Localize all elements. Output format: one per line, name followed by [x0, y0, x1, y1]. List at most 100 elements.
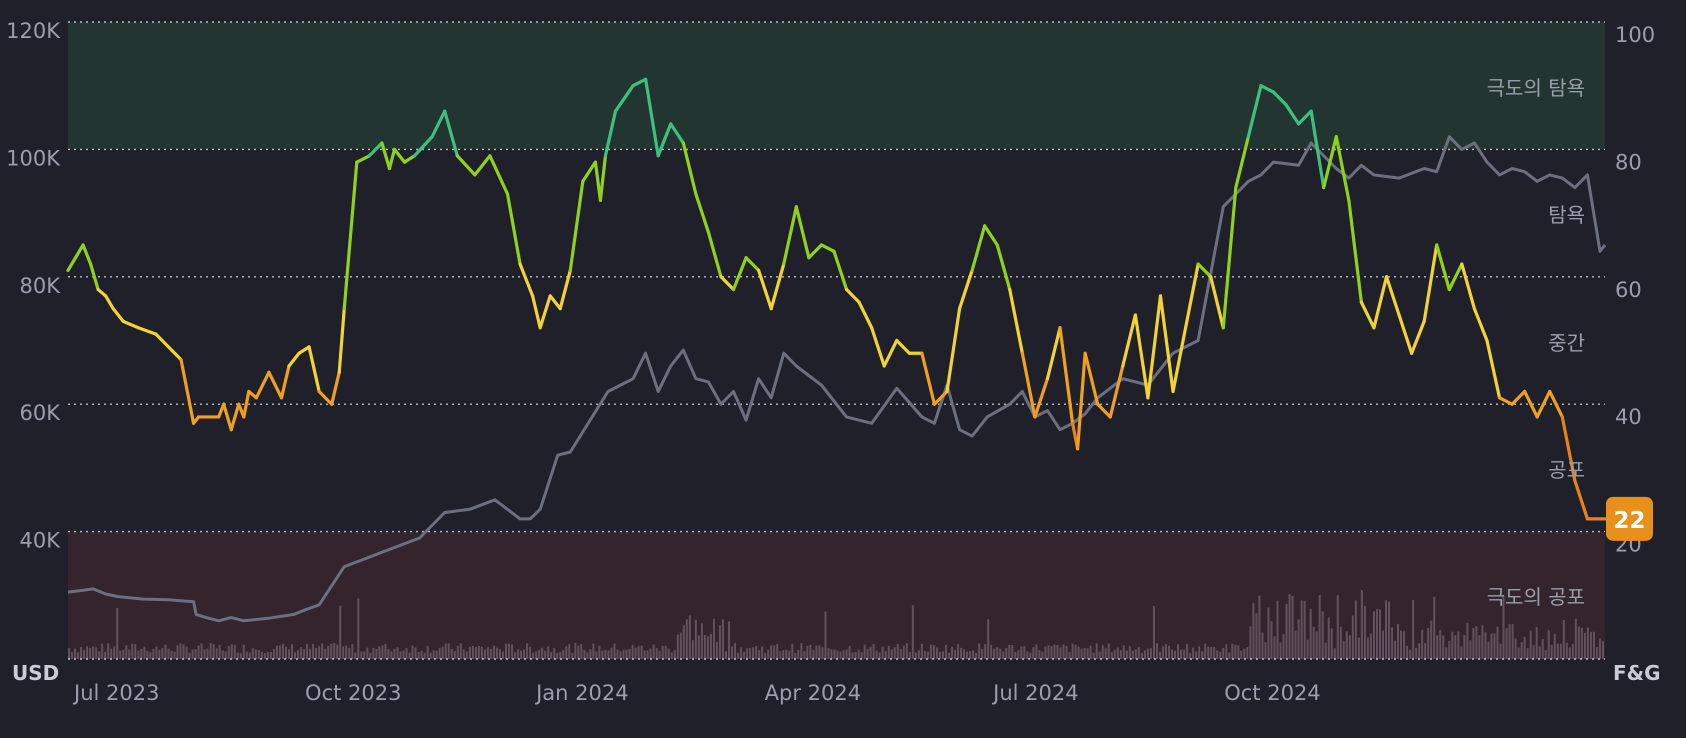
fg-line-segment [1410, 319, 1426, 355]
fg-line-segment [1560, 415, 1577, 483]
fg-line-segment [613, 84, 635, 113]
volume-bar [923, 650, 926, 659]
volume-bar [622, 649, 625, 659]
volume-bar [248, 652, 251, 659]
fg-line-segment [412, 135, 434, 158]
volume-bar [1002, 651, 1005, 659]
volume-bar [598, 645, 601, 659]
volume-bar [1143, 650, 1146, 659]
fg-line-segment [531, 294, 542, 330]
volume-bar [806, 645, 809, 659]
volume-bar [1520, 642, 1523, 659]
volume-bar [948, 652, 951, 659]
volume-bar [658, 650, 661, 659]
volume-bar [866, 648, 869, 659]
volume-bar [357, 598, 360, 659]
volume-bar [1418, 643, 1421, 659]
volume-bar [1439, 629, 1442, 659]
volume-bar [1345, 631, 1348, 659]
volume-bar [938, 652, 941, 659]
fg-line-segment [121, 319, 140, 330]
volume-bar [1577, 626, 1580, 659]
volume-bar [420, 650, 423, 659]
volume-bar [746, 648, 749, 659]
fg-line-segment [1485, 338, 1502, 400]
volume-bar [634, 647, 637, 659]
volume-bar [348, 647, 351, 659]
fg-line-segment [179, 358, 196, 425]
volume-bar [294, 652, 297, 659]
zone-label: 탐욕 [1548, 203, 1585, 227]
right-tick-label: 100 [1615, 23, 1655, 47]
volume-bar [1553, 634, 1556, 659]
volume-bar [1508, 624, 1511, 659]
volume-bar [941, 651, 944, 659]
fg-line-segment [1422, 243, 1439, 323]
volume-bar [1122, 645, 1125, 659]
fg-line-segment [337, 307, 346, 374]
fg-line-segment [1447, 262, 1464, 292]
volume-bar [1556, 643, 1559, 659]
volume-bar [1225, 644, 1228, 659]
volume-bar [616, 649, 619, 659]
volume-bar [914, 652, 917, 659]
fg-line-segment [1384, 275, 1401, 317]
volume-bar [1589, 632, 1592, 659]
fg-line-segment [706, 230, 723, 279]
volume-bar [1384, 600, 1387, 659]
volume-bar [1381, 630, 1384, 659]
volume-bar [1113, 650, 1116, 659]
volume-bar [1517, 647, 1520, 659]
volume-bar [628, 648, 631, 659]
fg-line-segment [1573, 479, 1590, 521]
volume-bar [1059, 647, 1062, 659]
volume-bar [140, 648, 143, 659]
volume-bar [188, 652, 191, 659]
volume-bar [860, 652, 863, 659]
volume-bar [1128, 646, 1131, 659]
volume-bar [625, 649, 628, 659]
volume-bar [474, 647, 477, 659]
x-tick-label: Oct 2023 [305, 681, 401, 705]
volume-bar [1234, 644, 1237, 659]
volume-bar [607, 650, 610, 659]
fg-line-segment [430, 109, 447, 139]
volume-bar [1065, 645, 1068, 659]
volume-bar [966, 651, 969, 659]
fg-line-segment [694, 192, 711, 234]
volume-bar [1303, 601, 1306, 659]
volume-bar [236, 652, 239, 659]
fg-line-segment [656, 122, 673, 158]
volume-bar [462, 649, 465, 659]
volume-bar [131, 643, 134, 659]
volume-bar [1297, 619, 1300, 659]
volume-bar [1369, 633, 1372, 659]
volume-bar [969, 651, 972, 659]
volume-bar [408, 652, 411, 659]
volume-bar [764, 652, 767, 659]
fg-line-segment [1209, 275, 1225, 330]
volume-bar [935, 647, 938, 659]
volume-bar [384, 643, 387, 659]
volume-bar [1279, 642, 1282, 659]
volume-bar [1309, 608, 1312, 659]
volume-bar [158, 649, 161, 659]
volume-bar [239, 652, 242, 659]
left-tick-label: 60K [20, 401, 62, 425]
fg-line-segment [1158, 294, 1175, 394]
fg-line-segment [222, 402, 233, 432]
volume-bar [176, 645, 179, 659]
volume-bar [532, 652, 535, 659]
volume-bar [514, 652, 517, 659]
fg-line-segment [1196, 262, 1213, 279]
volume-bar [275, 645, 278, 659]
volume-bar [637, 646, 640, 659]
volume-bar [1098, 651, 1101, 659]
volume-bar [278, 645, 281, 659]
volume-bar [402, 650, 405, 659]
volume-bar [254, 649, 257, 659]
volume-bar [399, 651, 402, 659]
volume-bar [453, 650, 456, 659]
volume-bar [221, 650, 224, 659]
volume-bar [1601, 641, 1604, 659]
